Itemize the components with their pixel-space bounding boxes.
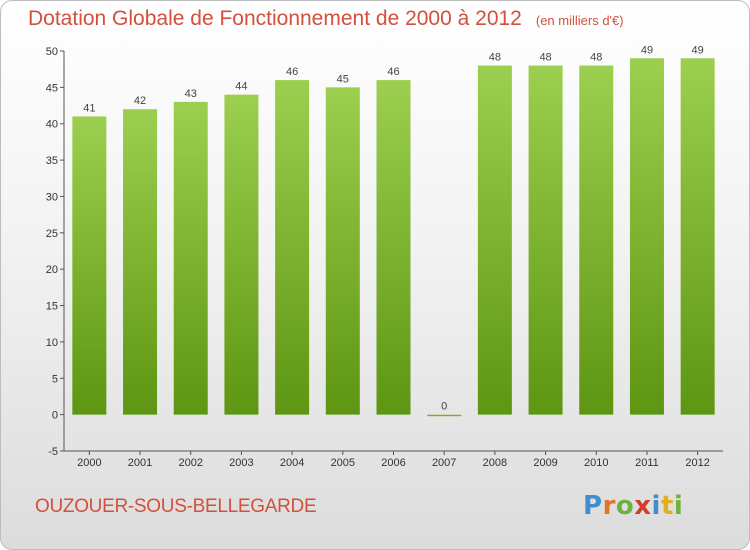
y-tick-label: 15 — [46, 301, 58, 313]
y-tick-label: 30 — [46, 191, 58, 203]
data-label: 46 — [387, 66, 399, 78]
chart-subtitle: (en milliers d'€) — [535, 13, 624, 28]
y-tick-label: 45 — [46, 82, 58, 94]
y-tick-label: 25 — [46, 228, 58, 240]
data-label: 43 — [185, 88, 197, 100]
bar — [325, 87, 360, 415]
x-tick-label: 2012 — [685, 457, 709, 469]
logo-letter: o — [615, 491, 635, 521]
y-tick-label: 40 — [46, 119, 58, 131]
data-labels: 41 42 43 44 46 45 46 0 48 48 48 49 49 — [83, 44, 704, 412]
bar — [173, 101, 208, 415]
y-tick-label: 35 — [46, 155, 58, 167]
proxiti-logo: Proxiti — [583, 491, 683, 521]
bar — [680, 58, 715, 415]
data-label: 45 — [337, 73, 349, 85]
x-tick-label: 2002 — [178, 457, 202, 469]
data-label: 0 — [441, 401, 447, 413]
bar — [275, 80, 310, 415]
title-text: Dotation Globale de Fonctionnement de 20… — [28, 7, 522, 30]
data-label: 48 — [539, 52, 551, 64]
x-tick-label: 2009 — [533, 457, 557, 469]
bar — [427, 414, 462, 417]
bar — [629, 58, 664, 415]
x-tick-label: 2000 — [77, 457, 101, 469]
axes: -5 0 5 10 15 20 25 30 35 40 45 50 2000 2001 2002 2003 20… — [46, 46, 723, 469]
bar — [579, 65, 614, 415]
x-tick-label: 2007 — [432, 457, 456, 469]
logo-letter: i — [651, 491, 661, 521]
logo-letter: r — [602, 491, 616, 521]
y-tick-label: 50 — [46, 46, 58, 58]
data-label: 41 — [83, 102, 95, 114]
bars — [72, 58, 715, 417]
data-label: 44 — [235, 81, 247, 93]
y-tick-label: 20 — [46, 264, 58, 276]
x-tick-label: 2011 — [635, 457, 659, 469]
bar — [477, 65, 512, 415]
bar — [528, 65, 563, 415]
x-tick-label: 2003 — [229, 457, 253, 469]
bar — [123, 109, 158, 415]
logo-letter: i — [673, 491, 684, 521]
data-label: 48 — [489, 52, 501, 64]
data-label: 42 — [134, 95, 146, 107]
chart-title: Dotation Globale de Fonctionnement de 20… — [28, 7, 624, 31]
y-tick-label: 5 — [52, 373, 58, 385]
x-tick-label: 2010 — [584, 457, 608, 469]
y-tick-label: 10 — [46, 337, 58, 349]
x-tick-label: 2005 — [331, 457, 355, 469]
data-label: 49 — [641, 44, 653, 56]
x-tick-label: 2006 — [381, 457, 405, 469]
y-tick-label: 0 — [52, 410, 58, 422]
data-label: 46 — [286, 66, 298, 78]
bar — [376, 80, 411, 415]
logo-letter: P — [583, 491, 603, 521]
y-tick-label: -5 — [48, 446, 58, 458]
logo-letter: x — [634, 491, 652, 521]
data-label: 48 — [590, 52, 602, 64]
commune-name: OUZOUER-SOUS-BELLEGARDE — [35, 496, 317, 517]
bar — [224, 94, 259, 415]
x-tick-label: 2001 — [128, 457, 152, 469]
bar — [72, 116, 107, 415]
logo-letter: t — [660, 491, 674, 521]
x-tick-label: 2004 — [280, 457, 304, 469]
data-label: 49 — [692, 44, 704, 56]
x-tick-label: 2008 — [483, 457, 507, 469]
